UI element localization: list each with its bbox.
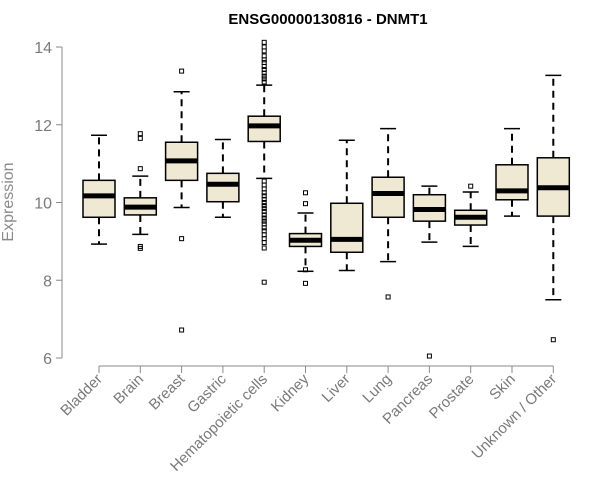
outlier-point bbox=[261, 279, 267, 285]
box-iqr bbox=[82, 179, 116, 219]
x-tick-label: Lung bbox=[359, 371, 395, 407]
box-7 bbox=[371, 127, 405, 300]
outlier-point bbox=[261, 57, 267, 63]
outlier-point bbox=[261, 63, 267, 69]
y-axis: 6 8 10 12 14 bbox=[34, 40, 63, 368]
outlier-point bbox=[261, 193, 267, 199]
outlier-point bbox=[261, 196, 267, 202]
x-tick-label: Breast bbox=[146, 370, 189, 413]
box-2 bbox=[164, 68, 199, 333]
outlier-point bbox=[261, 218, 267, 224]
outlier-point bbox=[261, 70, 267, 76]
box-0 bbox=[82, 134, 116, 245]
box-iqr bbox=[495, 164, 529, 201]
outlier-point bbox=[261, 73, 267, 79]
outlier-point bbox=[303, 190, 308, 196]
box-iqr bbox=[247, 115, 281, 143]
outlier-point bbox=[261, 79, 267, 85]
box-11 bbox=[536, 74, 571, 343]
outlier-point bbox=[303, 201, 308, 207]
box-3 bbox=[206, 138, 240, 219]
outlier-point bbox=[261, 208, 267, 214]
y-tick-label: 6 bbox=[43, 351, 52, 368]
y-tick-label: 12 bbox=[34, 118, 52, 135]
box-5 bbox=[288, 190, 323, 286]
outlier-point bbox=[261, 76, 267, 82]
chart-title: ENSG00000130816 - DNMT1 bbox=[228, 11, 427, 28]
x-tick-label: Liver bbox=[319, 371, 354, 406]
box-4 bbox=[247, 39, 281, 285]
y-tick-label: 14 bbox=[34, 40, 52, 57]
x-tick-label: Bladder bbox=[57, 371, 106, 420]
outlier-point bbox=[261, 200, 267, 205]
x-tick-label: Brain bbox=[110, 371, 147, 408]
box-8 bbox=[412, 185, 447, 359]
outlier-point bbox=[468, 183, 474, 189]
outlier-point bbox=[261, 215, 267, 221]
outlier-point bbox=[261, 240, 267, 246]
outlier-point bbox=[137, 245, 143, 251]
y-tick-label: 10 bbox=[34, 196, 52, 213]
box-10 bbox=[495, 127, 529, 217]
outlier-point bbox=[179, 327, 185, 333]
outlier-point bbox=[303, 267, 308, 273]
outlier-point bbox=[137, 135, 143, 141]
box-1 bbox=[123, 131, 158, 251]
outlier-point bbox=[426, 353, 432, 359]
outlier-point bbox=[261, 203, 267, 209]
box-iqr bbox=[206, 172, 240, 203]
x-tick-label: Skin bbox=[486, 371, 519, 404]
outlier-point bbox=[261, 39, 267, 45]
x-tick-label: Kidney bbox=[268, 370, 313, 415]
box-9 bbox=[453, 183, 488, 248]
y-tick-label: 8 bbox=[43, 273, 52, 290]
outlier-point bbox=[261, 67, 267, 73]
outlier-point bbox=[179, 68, 185, 74]
outlier-point bbox=[550, 337, 556, 343]
outlier-point bbox=[261, 212, 267, 218]
box-6 bbox=[330, 139, 364, 272]
outlier-point bbox=[261, 190, 267, 196]
outlier-point bbox=[261, 205, 267, 211]
box-series bbox=[82, 39, 571, 359]
y-axis-label: Expression bbox=[0, 162, 17, 241]
outlier-point bbox=[179, 236, 185, 242]
x-tick-label: Prostate bbox=[426, 371, 478, 423]
outlier-point bbox=[261, 245, 267, 251]
outlier-point bbox=[385, 294, 391, 300]
box-iqr bbox=[330, 202, 364, 254]
outlier-point bbox=[261, 48, 267, 54]
box-iqr bbox=[371, 176, 405, 219]
outlier-point bbox=[303, 280, 308, 286]
outlier-point bbox=[137, 166, 143, 172]
outlier-point bbox=[137, 131, 143, 137]
outlier-point bbox=[261, 225, 267, 231]
